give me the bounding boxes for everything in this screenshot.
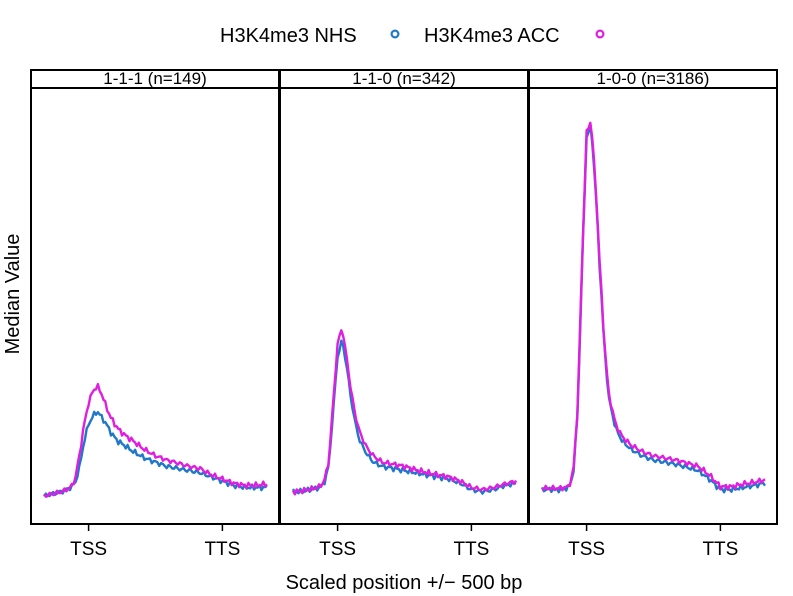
panel-strip-label-2: 1-0-0 (n=3186) bbox=[597, 69, 710, 88]
panel-strip-label-1: 1-1-0 (n=342) bbox=[352, 69, 455, 88]
legend-marker-1 bbox=[595, 29, 605, 39]
panel-plot-area-2 bbox=[528, 87, 778, 525]
x-tick-label-1-0: TSS bbox=[319, 539, 356, 560]
series-line-0-1 bbox=[43, 382, 268, 498]
legend-marker-0 bbox=[390, 29, 400, 39]
x-tick-label-2-0: TSS bbox=[568, 539, 605, 560]
legend: H3K4me3 NHS H3K4me3 ACC bbox=[220, 25, 605, 47]
panel-1: 1-1-0 (n=342) TSS TTS bbox=[279, 69, 529, 560]
x-tick-label-0-0: TSS bbox=[70, 539, 107, 560]
legend-label-1: H3K4me3 ACC bbox=[424, 25, 560, 47]
x-axis-label: Scaled position +/− 500 bp bbox=[286, 572, 523, 594]
panel-2: 1-0-0 (n=3186) TSS TTS bbox=[528, 69, 778, 560]
series-line-2-1 bbox=[541, 121, 766, 492]
panel-0: 1-1-1 (n=149) TSS TTS bbox=[30, 69, 280, 560]
legend-label-0: H3K4me3 NHS bbox=[220, 25, 357, 47]
x-tick-label-2-1: TTS bbox=[702, 539, 738, 560]
series-line-1-1 bbox=[291, 329, 518, 496]
panel-strip-label-0: 1-1-1 (n=149) bbox=[103, 69, 206, 88]
panel-plot-area-0 bbox=[30, 87, 280, 525]
panel-plot-area-1 bbox=[279, 87, 529, 525]
x-tick-label-0-1: TTS bbox=[204, 539, 240, 560]
y-axis-label: Median Value bbox=[2, 234, 24, 355]
x-tick-label-1-1: TTS bbox=[453, 539, 489, 560]
